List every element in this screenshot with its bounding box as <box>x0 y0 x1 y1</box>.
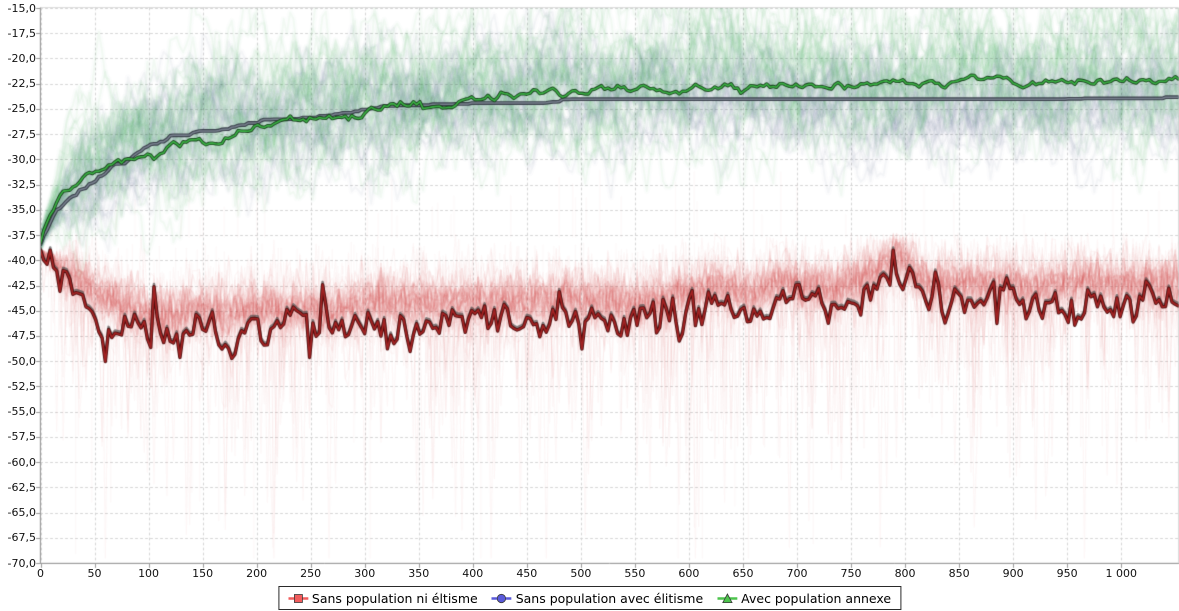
y-tick-label: -27,5 <box>7 127 36 141</box>
x-tick-label: 100 <box>138 567 160 580</box>
y-tick-label: -55,0 <box>7 405 36 419</box>
x-tick-label: 750 <box>840 567 862 580</box>
y-tick-label: -37,5 <box>7 228 36 242</box>
y-tick-label: -25,0 <box>7 102 36 116</box>
legend-label: Sans population ni éltisme <box>311 590 478 606</box>
legend-marker-square-icon <box>287 593 308 603</box>
x-tick-label: 250 <box>300 567 322 580</box>
x-tick-label: 550 <box>624 567 646 580</box>
y-tick-label: -50,0 <box>7 354 36 368</box>
y-tick-label: -62,5 <box>7 480 36 494</box>
x-tick-label: 1 000 <box>1105 567 1137 580</box>
x-tick-label: 200 <box>246 567 268 580</box>
legend-item: Sans population ni éltisme <box>287 590 478 606</box>
y-tick-label: -15,0 <box>7 1 36 15</box>
x-tick-label: 150 <box>192 567 214 580</box>
x-tick-label: 350 <box>408 567 430 580</box>
legend-label: Avec population annexe <box>741 590 892 606</box>
x-tick-label: 800 <box>894 567 916 580</box>
y-tick-label: -20,0 <box>7 51 36 65</box>
x-tick-label: 900 <box>1002 567 1024 580</box>
legend-label: Sans population avec élitisme <box>515 590 704 606</box>
legend-marker-triangle-icon <box>717 592 738 603</box>
x-tick-label: 400 <box>462 567 484 580</box>
x-tick-label: 700 <box>786 567 808 580</box>
legend-marker-circle-icon <box>491 593 512 603</box>
x-tick-label: 850 <box>948 567 970 580</box>
y-tick-label: -22,5 <box>7 77 36 91</box>
y-tick-label: -42,5 <box>7 279 36 292</box>
y-tick-label: -57,5 <box>7 430 36 444</box>
x-tick-label: 50 <box>87 567 102 580</box>
legend-item: Avec population annexe <box>717 591 891 606</box>
x-tick-label: 0 <box>37 567 44 580</box>
y-tick-label: -35,0 <box>7 203 36 217</box>
y-tick-label: -45,0 <box>7 304 36 318</box>
y-tick-label: -67,5 <box>7 531 36 545</box>
y-tick-label: -32,5 <box>7 178 36 192</box>
x-tick-label: 500 <box>570 567 592 580</box>
legend: Sans population ni éltisme Sans populatio… <box>277 586 902 610</box>
legend-item: Sans population avec élitisme <box>491 590 704 606</box>
y-tick-label: -40,0 <box>7 253 36 267</box>
x-tick-label: 650 <box>732 567 754 580</box>
x-tick-label: 300 <box>354 567 376 580</box>
y-tick-label: -65,0 <box>7 506 36 520</box>
x-tick-label: 600 <box>678 567 700 580</box>
y-tick-label: -52,5 <box>7 379 36 393</box>
y-tick-label: -30,0 <box>7 152 36 166</box>
y-tick-label: -60,0 <box>7 455 36 469</box>
x-tick-label: 950 <box>1056 567 1078 580</box>
y-tick-label: -47,5 <box>7 329 36 343</box>
y-tick-label: -70,0 <box>7 556 36 570</box>
y-tick-label: -17,5 <box>7 26 36 40</box>
x-tick-label: 450 <box>516 567 538 580</box>
